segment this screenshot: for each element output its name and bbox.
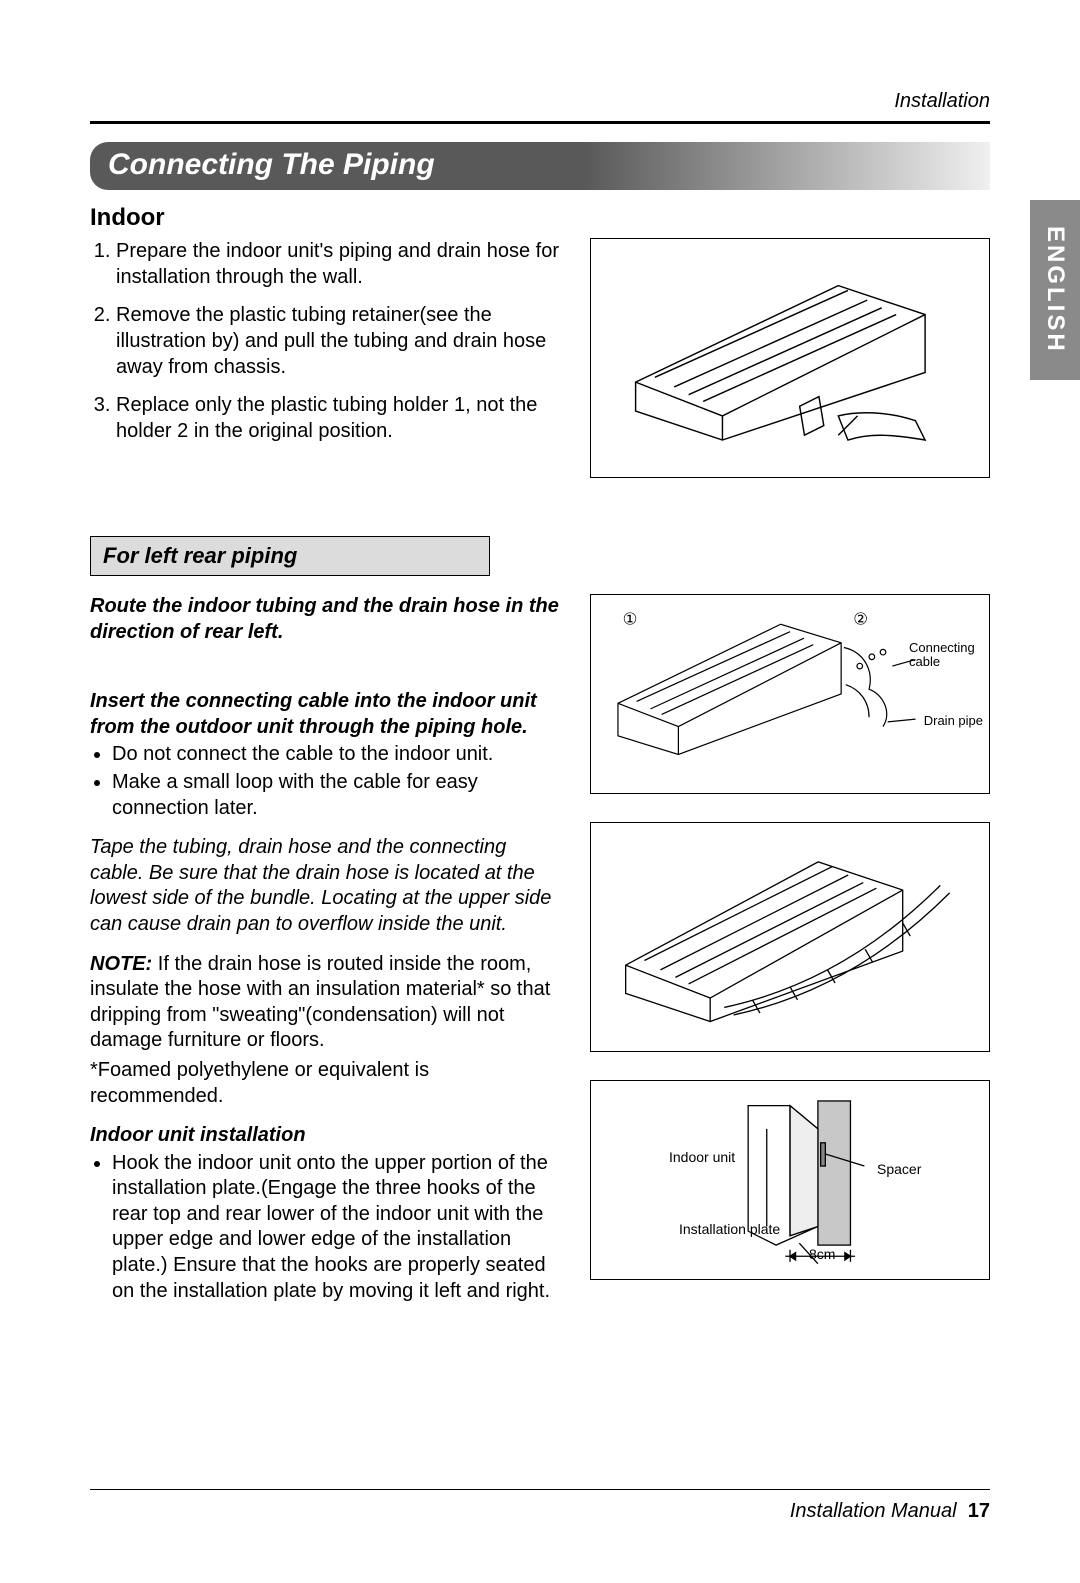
fig4-label-plate: Installation plate <box>679 1221 780 1237</box>
insert-bullet-2: Make a small loop with the cable for eas… <box>112 770 560 821</box>
intro-right <box>590 238 990 506</box>
note-prefix: NOTE: <box>90 953 152 975</box>
note-footnote: *Foamed polyethylene or equivalent is re… <box>90 1058 560 1109</box>
insert-bullets: Do not connect the cable to the indoor u… <box>90 742 560 821</box>
tape-text: Tape the tubing, drain hose and the conn… <box>90 835 560 937</box>
note-body: If the drain hose is routed inside the r… <box>90 953 550 1052</box>
figure-2: ① ② Connecting cable Drain pipe <box>590 594 990 794</box>
note-para: NOTE: If the drain hose is routed inside… <box>90 952 560 1054</box>
insert-bullet-1: Do not connect the cable to the indoor u… <box>112 742 560 768</box>
fig4-label-indoor: Indoor unit <box>669 1149 735 1165</box>
install-heading: Indoor unit installation <box>90 1123 560 1149</box>
left-rear-row: Route the indoor tubing and the drain ho… <box>90 594 990 1308</box>
indoor-steps: Prepare the indoor unit's piping and dra… <box>90 238 560 444</box>
fig2-label-drain: Drain pipe <box>924 713 983 728</box>
figure-2-svg: ① ② <box>597 601 983 787</box>
footer-text: Installation Manual 17 <box>90 1500 990 1523</box>
fig2-label-cable: Connecting cable <box>909 641 983 670</box>
figure-3-svg <box>597 829 983 1045</box>
left-rear-right: ① ② Connecting cable Drain pipe <box>590 594 990 1308</box>
indoor-step-2: Remove the plastic tubing retainer(see t… <box>116 302 560 380</box>
intro-left: Prepare the indoor unit's piping and dra… <box>90 238 560 456</box>
indoor-step-3: Replace only the plastic tubing holder 1… <box>116 392 560 444</box>
route-text: Route the indoor tubing and the drain ho… <box>90 594 560 645</box>
figure-3 <box>590 822 990 1052</box>
indoor-step-1: Prepare the indoor unit's piping and dra… <box>116 238 560 290</box>
figure-1-svg <box>597 245 983 471</box>
manual-page: Installation Connecting The Piping Indoo… <box>0 0 1080 1583</box>
bottom-rule <box>90 1489 990 1490</box>
page-title-bar: Connecting The Piping <box>90 142 990 190</box>
install-bullet-1: Hook the indoor unit onto the upper port… <box>112 1151 560 1305</box>
header-section-label: Installation <box>90 90 990 113</box>
figure-4: Indoor unit Spacer Installation plate 8c… <box>590 1080 990 1280</box>
footer-doc: Installation Manual <box>790 1500 957 1522</box>
left-rear-left: Route the indoor tubing and the drain ho… <box>90 594 560 1306</box>
footer-page: 17 <box>968 1500 990 1522</box>
left-rear-subheading: For left rear piping <box>90 536 490 576</box>
intro-row: Prepare the indoor unit's piping and dra… <box>90 238 990 506</box>
insert-text: Insert the connecting cable into the ind… <box>90 689 560 740</box>
figure-1 <box>590 238 990 478</box>
indoor-heading: Indoor <box>90 204 990 232</box>
page-footer: Installation Manual 17 <box>90 1489 990 1523</box>
language-tab: ENGLISH <box>1030 200 1080 380</box>
fig2-marker-2: ② <box>853 609 868 628</box>
fig4-label-spacer: Spacer <box>877 1161 921 1177</box>
fig4-label-dim: 8cm <box>809 1246 835 1262</box>
install-bullets: Hook the indoor unit onto the upper port… <box>90 1151 560 1305</box>
figure-4-svg <box>597 1087 983 1273</box>
fig2-marker-1: ① <box>623 609 638 628</box>
top-rule <box>90 121 990 124</box>
